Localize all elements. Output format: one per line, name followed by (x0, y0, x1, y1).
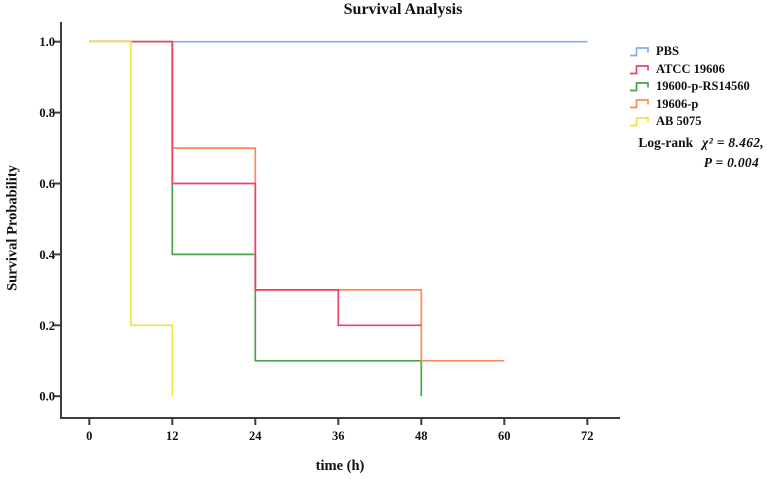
legend-item: PBS (629, 43, 750, 60)
y-tick-label: 0.0 (39, 390, 55, 404)
y-tick-label: 0.6 (39, 177, 55, 191)
chi-square-stat: χ² = 8.462, (702, 135, 764, 150)
x-tick-label: 12 (166, 429, 179, 443)
y-tick-label: 1.0 (39, 35, 55, 49)
legend-item-label: 19606-p (656, 96, 699, 111)
x-tick-label: 0 (86, 429, 92, 443)
log-rank-label: Log-rank (638, 135, 694, 150)
survival-curve-19606-p (89, 40, 505, 362)
legend-key-step-icon (630, 116, 649, 127)
log-rank-line: Log-rank χ² = 8.462, (638, 135, 764, 151)
y-tick-label: 0.4 (39, 248, 55, 262)
legend-item-label: PBS (656, 44, 679, 59)
legend-item: 19606-p (629, 95, 750, 112)
p-value: P = 0.004 (703, 155, 759, 170)
legend: PBS ATCC 19606 19600-p-RS14560 19606-p AB 50… (629, 43, 750, 130)
x-tick-label: 24 (249, 429, 262, 443)
legend-key-step-icon (630, 47, 649, 57)
x-tick-label: 72 (581, 429, 594, 443)
survival-curve-ab-5075 (89, 40, 174, 397)
y-tick-label: 0.2 (39, 319, 55, 333)
log-rank-annotation: Log-rank χ² = 8.462, P = 0.004 (638, 135, 764, 171)
legend-item: AB 5075 (629, 113, 750, 130)
legend-item-label: ATCC 19606 (656, 61, 725, 76)
x-tick-label: 60 (498, 429, 511, 443)
x-tick-label: 36 (332, 429, 345, 443)
chart-title: Survival Analysis (343, 1, 463, 18)
x-tick-label: 48 (415, 429, 428, 443)
legend-item: 19600-p-RS14560 (629, 78, 750, 95)
y-tick-label: 0.8 (39, 106, 55, 120)
legend-item-label: 19600-p-RS14560 (656, 79, 750, 94)
legend-key-step-icon (630, 64, 649, 74)
legend-key-step-icon (630, 99, 649, 109)
legend-key-step-icon (630, 82, 649, 92)
x-axis-label: time (h) (315, 458, 365, 474)
legend-item-label: AB 5075 (656, 114, 702, 128)
legend-item: ATCC 19606 (629, 60, 750, 77)
survival-curve-atcc-19606 (89, 40, 422, 327)
